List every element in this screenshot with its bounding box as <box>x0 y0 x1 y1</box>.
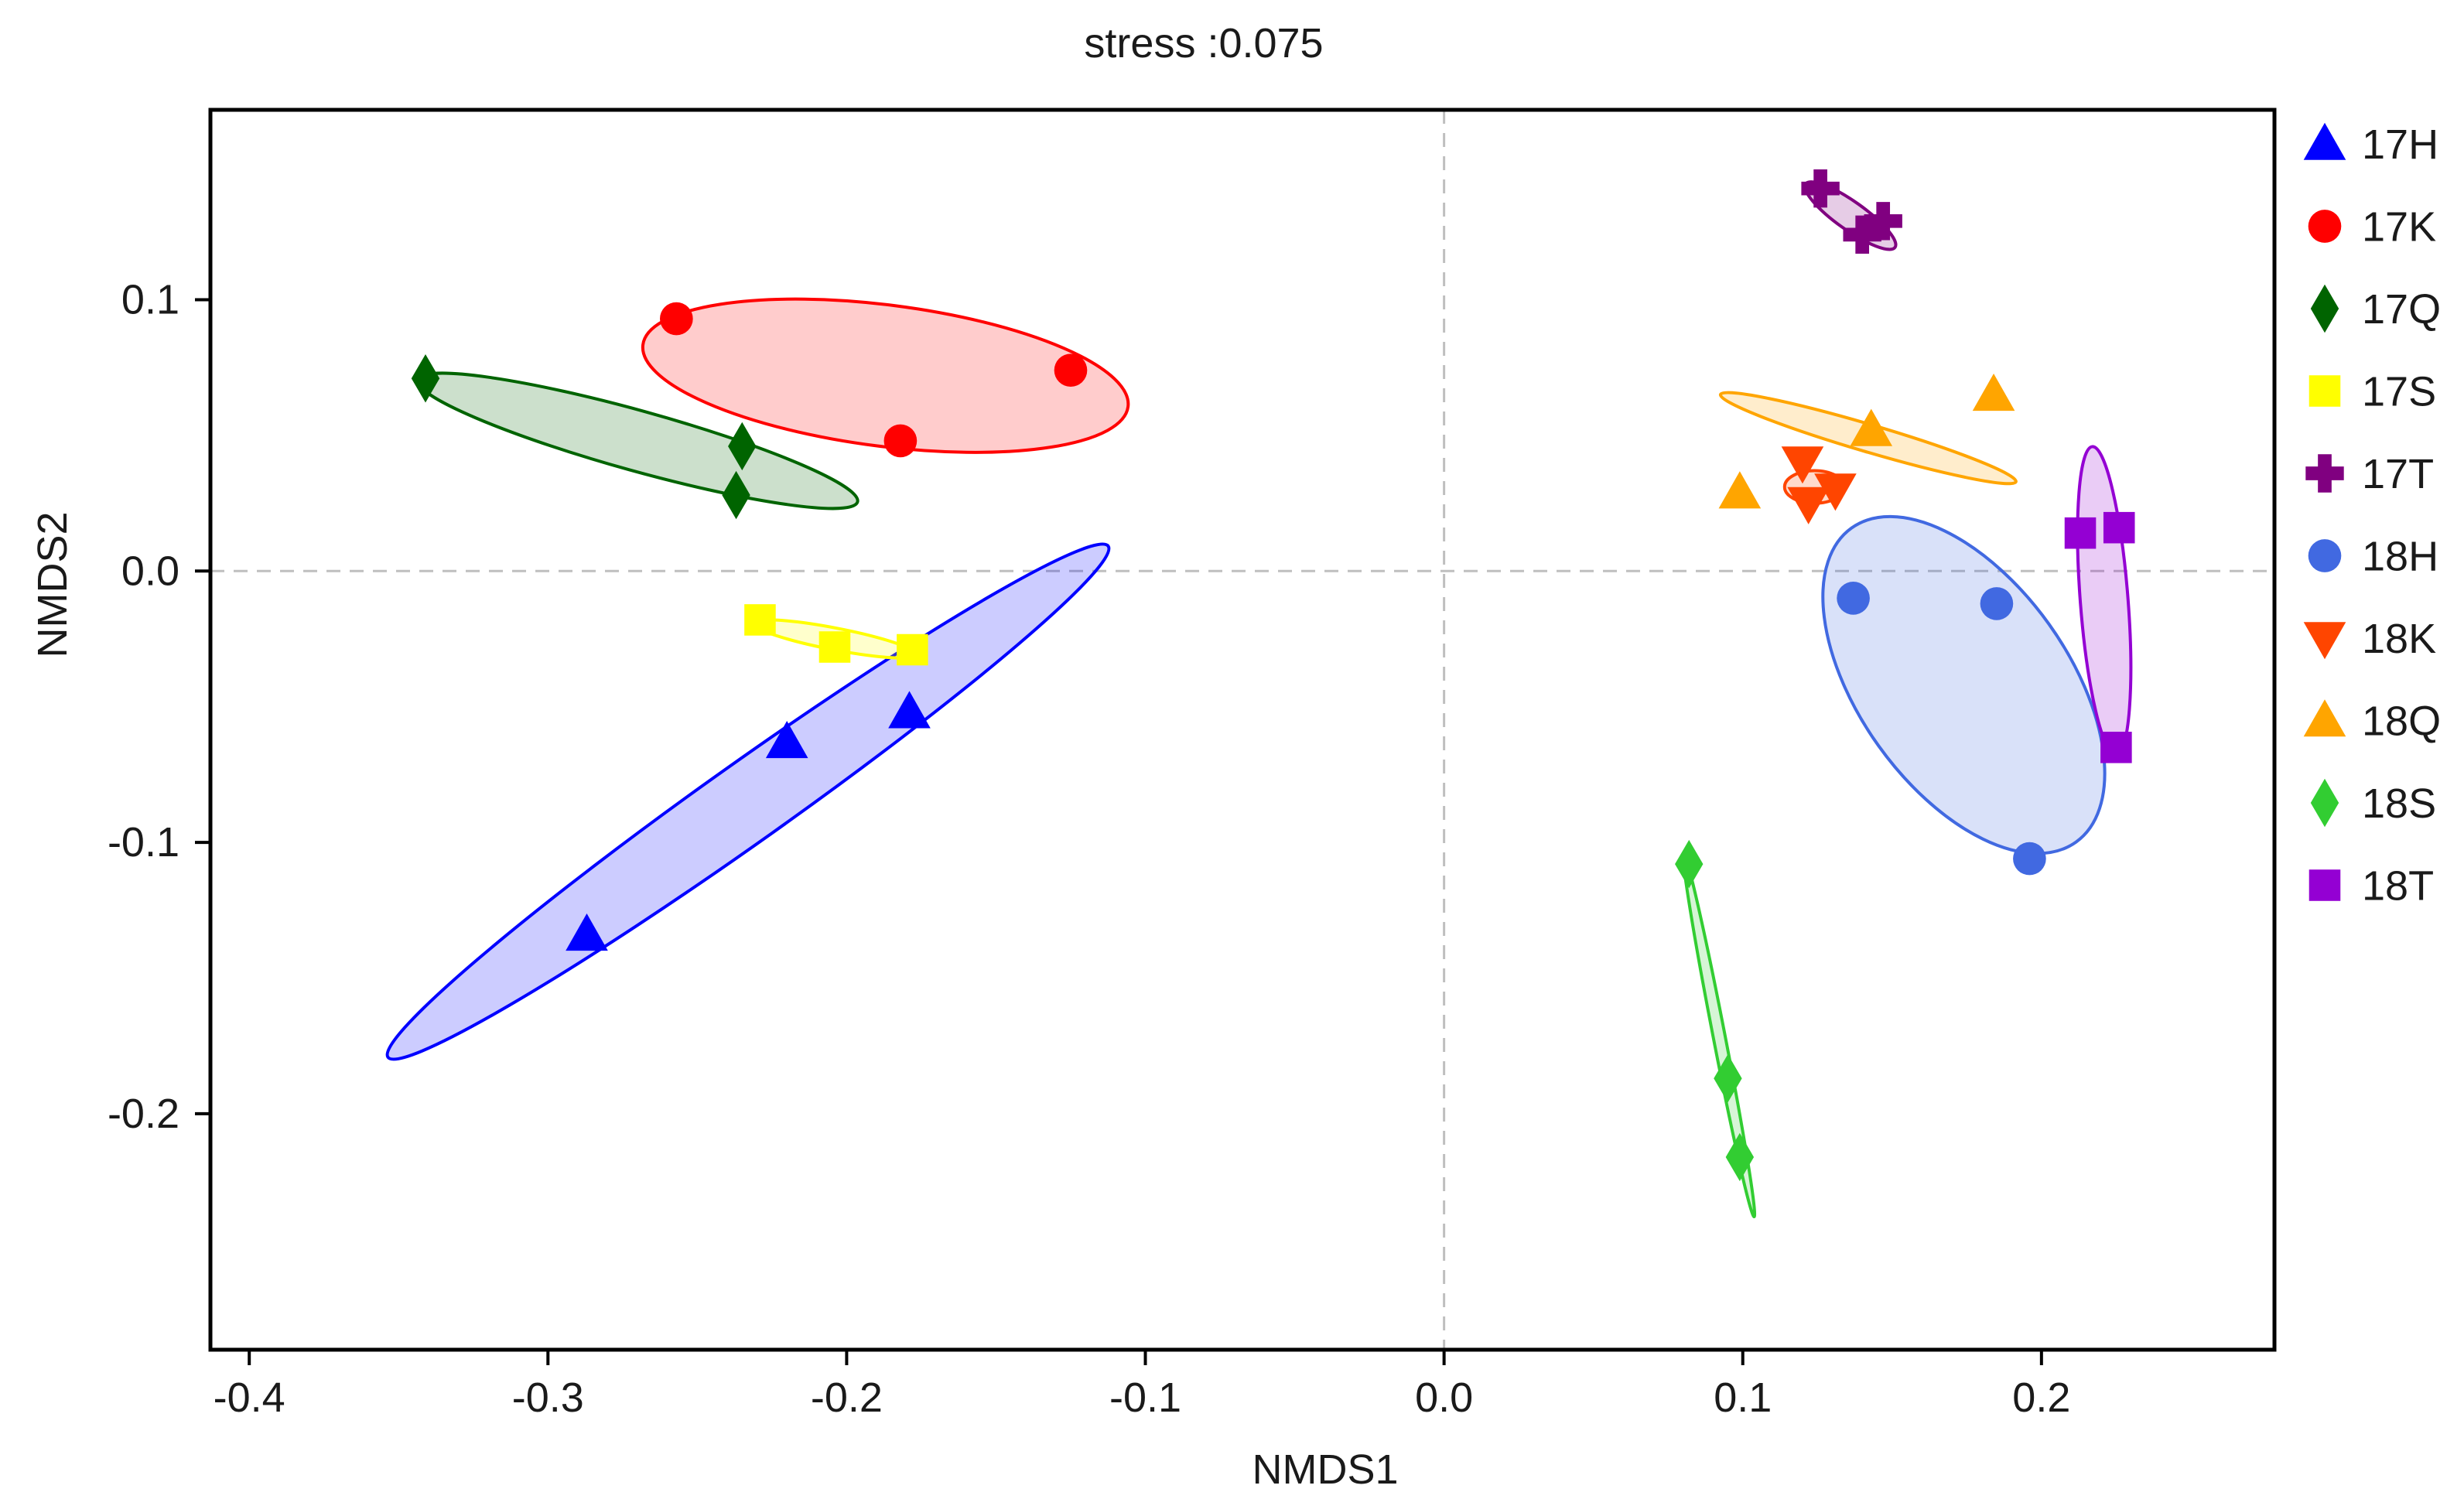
ellipse-17K <box>641 297 1130 454</box>
point-18Q <box>1718 471 1762 509</box>
y-tick-label: 0.1 <box>121 277 179 323</box>
point-18Q <box>1972 374 2015 411</box>
point-18S <box>1725 1132 1755 1182</box>
point-18T <box>2103 511 2135 544</box>
legend-marker-18Q <box>2303 699 2346 737</box>
x-tick-label: 0.1 <box>1714 1374 1772 1421</box>
legend: 17H 17K 17Q 17S 17T 18H 18K 18Q 18S 18T <box>2303 121 2441 910</box>
confidence-ellipses <box>385 180 2133 1219</box>
x-axis-label: NMDS1 <box>1252 1446 1398 1493</box>
point-17Q <box>411 354 440 403</box>
x-tick-label: -0.2 <box>811 1374 883 1421</box>
point-17H <box>765 720 808 759</box>
point-17H <box>888 691 931 729</box>
plot-frame <box>208 108 2277 1352</box>
point-18K <box>1787 487 1830 524</box>
point-17K <box>660 302 693 336</box>
point-18S <box>1675 839 1704 889</box>
legend-label-17H: 17H <box>2362 121 2438 168</box>
y-axis-label: NMDS2 <box>29 511 76 657</box>
legend-marker-17T <box>2305 454 2344 493</box>
legend-marker-17S <box>2309 375 2341 407</box>
x-tick-label: -0.4 <box>214 1374 285 1421</box>
point-17K <box>883 424 918 458</box>
legend-label-17S: 17S <box>2362 369 2436 415</box>
point-17S <box>897 633 928 666</box>
point-17T <box>1864 202 1902 241</box>
x-tick-label: -0.1 <box>1109 1374 1181 1421</box>
ellipse-17H <box>385 542 1111 1061</box>
x-tick-label: 0.2 <box>2012 1374 2070 1421</box>
legend-marker-17H <box>2303 122 2346 160</box>
chart-title: stress :0.075 <box>1084 20 1323 67</box>
point-17S <box>818 631 851 663</box>
point-17Q <box>728 422 757 471</box>
x-axis: -0.4 -0.3 -0.2 -0.1 0.0 0.1 0.2 <box>214 1350 2070 1421</box>
ellipse-18H <box>1821 514 2107 855</box>
legend-label-17T: 17T <box>2362 451 2434 497</box>
point-17T <box>1843 215 1881 254</box>
point-17H <box>566 913 608 951</box>
legend-label-18S: 18S <box>2362 780 2436 827</box>
point-18K <box>1781 446 1824 484</box>
legend-marker-18T <box>2309 869 2341 901</box>
legend-label-18Q: 18Q <box>2362 698 2441 745</box>
legend-marker-18H <box>2308 539 2342 572</box>
point-17Q <box>722 470 750 520</box>
point-17K <box>1054 353 1088 388</box>
y-tick-label: 0.0 <box>121 548 179 594</box>
point-18K <box>1814 473 1857 511</box>
x-tick-label: -0.3 <box>512 1374 584 1421</box>
plot-area <box>208 108 2277 1352</box>
point-17T <box>1801 169 1840 208</box>
y-axis: -0.2 -0.1 0.0 0.1 <box>108 277 210 1137</box>
legend-label-17Q: 17Q <box>2362 286 2441 333</box>
legend-label-18H: 18H <box>2362 534 2438 580</box>
data-points <box>411 169 2135 1182</box>
y-tick-label: -0.1 <box>108 819 179 866</box>
legend-marker-18K <box>2303 622 2346 660</box>
point-18S <box>1714 1054 1742 1103</box>
legend-marker-17K <box>2308 210 2342 243</box>
legend-marker-18S <box>2310 778 2339 828</box>
point-18T <box>2064 517 2097 549</box>
point-18H <box>2013 842 2046 876</box>
point-17S <box>744 604 776 636</box>
point-18H <box>1837 582 1870 615</box>
point-18H <box>1980 587 2014 620</box>
x-tick-label: 0.0 <box>1415 1374 1473 1421</box>
point-18Q <box>1850 408 1893 446</box>
y-tick-label: -0.2 <box>108 1091 179 1137</box>
legend-marker-17Q <box>2310 284 2339 333</box>
legend-label-18K: 18K <box>2362 616 2436 662</box>
legend-label-17K: 17K <box>2362 204 2436 251</box>
legend-label-18T: 18T <box>2362 863 2434 910</box>
point-18T <box>2100 732 2132 763</box>
